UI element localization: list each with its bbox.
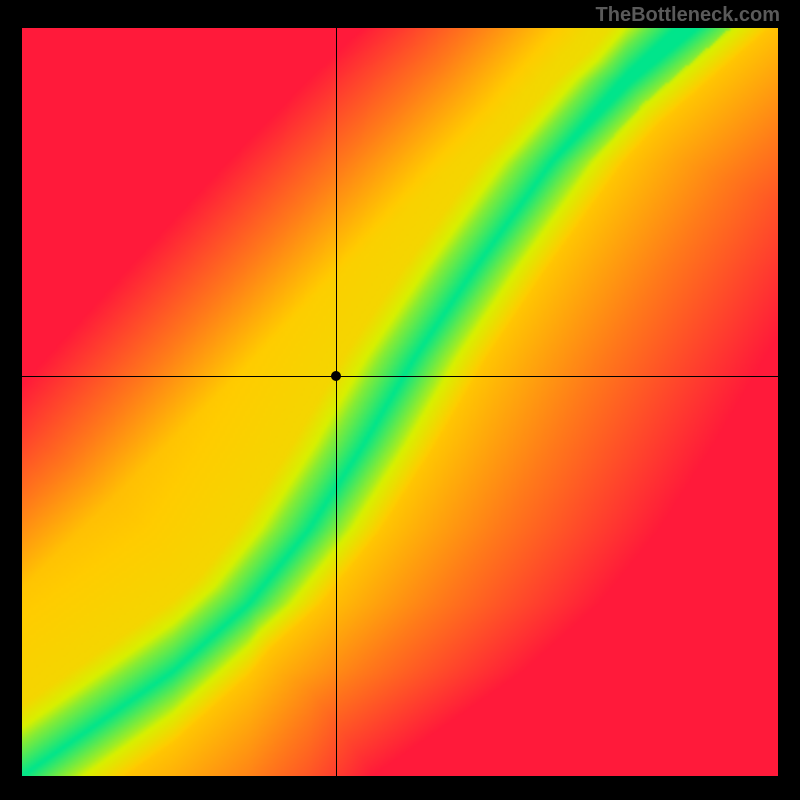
crosshair-marker bbox=[331, 371, 341, 381]
heatmap-canvas bbox=[22, 28, 778, 776]
crosshair-vertical bbox=[336, 28, 337, 776]
plot-area bbox=[22, 28, 778, 776]
chart-container: TheBottleneck.com bbox=[0, 0, 800, 800]
watermark-text: TheBottleneck.com bbox=[596, 4, 780, 27]
crosshair-horizontal bbox=[22, 376, 778, 377]
